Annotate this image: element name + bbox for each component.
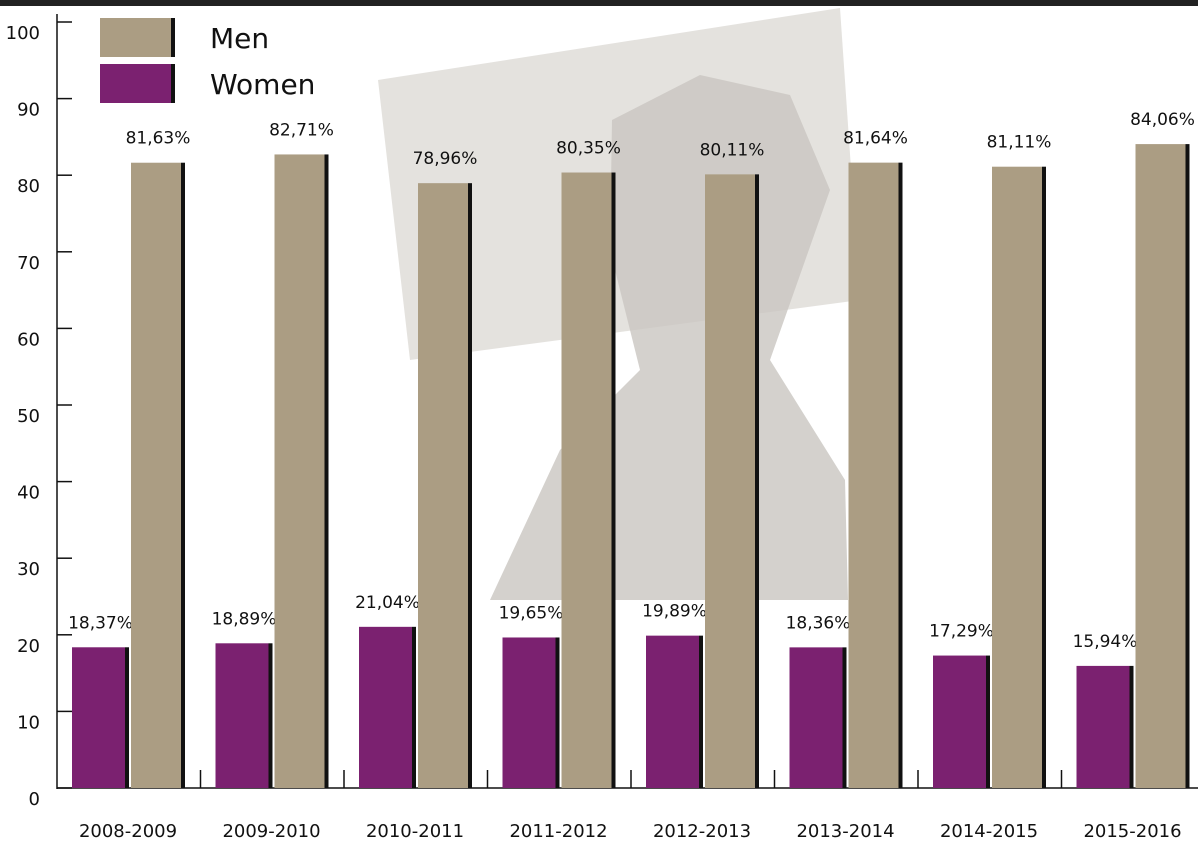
value-label: 78,96% <box>413 149 478 169</box>
value-label: 81,64% <box>843 129 908 149</box>
bar <box>705 174 755 788</box>
bar <box>992 167 1042 788</box>
top-border <box>0 0 1198 6</box>
bar-shadow <box>843 647 847 788</box>
bar-shadow <box>612 173 616 788</box>
legend-label: Women <box>210 68 315 101</box>
value-label: 80,35% <box>556 139 621 159</box>
y-tick-label: 100 <box>6 23 40 44</box>
x-tick-label: 2011-2012 <box>509 821 607 842</box>
value-label: 81,63% <box>126 129 191 149</box>
bar-shadow <box>269 643 273 788</box>
x-tick-label: 2008-2009 <box>79 821 177 842</box>
value-label: 18,36% <box>786 613 851 633</box>
bar <box>1077 666 1130 788</box>
value-label: 19,89% <box>642 602 707 622</box>
legend-label: Men <box>210 22 269 55</box>
bar <box>646 636 699 788</box>
bar-shadow <box>325 154 329 788</box>
x-tick-label: 2012-2013 <box>653 821 751 842</box>
bar-shadow <box>755 174 759 788</box>
y-tick-label: 50 <box>17 406 40 427</box>
bar-shadow <box>468 183 472 788</box>
bar <box>359 627 412 788</box>
y-tick-label: 0 <box>29 789 40 810</box>
bar <box>216 643 269 788</box>
bar <box>790 647 843 788</box>
y-tick-label: 90 <box>17 100 40 121</box>
bar <box>275 154 325 788</box>
value-label: 21,04% <box>355 593 420 613</box>
bar <box>1136 144 1186 788</box>
value-label: 17,29% <box>929 622 994 642</box>
bar <box>131 163 181 788</box>
value-label: 19,65% <box>499 603 564 623</box>
y-tick-label: 80 <box>17 176 40 197</box>
bar-shadow <box>412 627 416 788</box>
value-label: 82,71% <box>269 120 334 140</box>
bar-shadow <box>125 647 129 788</box>
y-tick-label: 20 <box>17 636 40 657</box>
value-label: 81,11% <box>987 133 1052 153</box>
x-tick-label: 2015-2016 <box>1083 821 1181 842</box>
value-label: 84,06% <box>1130 110 1195 130</box>
y-tick-label: 10 <box>17 712 40 733</box>
legend-swatch <box>100 64 171 103</box>
x-tick-label: 2010-2011 <box>366 821 464 842</box>
bar <box>562 173 612 788</box>
y-tick-label: 30 <box>17 559 40 580</box>
bar <box>418 183 468 788</box>
value-label: 18,37% <box>68 613 133 633</box>
y-tick-label: 40 <box>17 483 40 504</box>
chart: 0 10 20 30 40 50 60 70 80 90 100 2008-2009 2009-2010… <box>0 0 1198 843</box>
y-tick-label: 70 <box>17 253 40 274</box>
x-tick-label: 2013-2014 <box>796 821 894 842</box>
y-tick-label: 60 <box>17 329 40 350</box>
value-label: 18,89% <box>212 609 277 629</box>
bar-shadow <box>1186 144 1190 788</box>
value-label: 80,11% <box>700 140 765 160</box>
bar <box>503 637 556 788</box>
bar-shadow <box>899 163 903 788</box>
legend-swatch <box>100 18 171 57</box>
x-tick-label: 2014-2015 <box>940 821 1038 842</box>
bar-shadow <box>556 637 560 788</box>
bar-shadow <box>699 636 703 788</box>
bar-shadow <box>1130 666 1134 788</box>
bar-shadow <box>1042 167 1046 788</box>
bar-shadow <box>986 656 990 788</box>
x-tick-label: 2009-2010 <box>222 821 320 842</box>
bar-shadow <box>181 163 185 788</box>
value-label: 15,94% <box>1073 632 1138 652</box>
bar <box>72 647 125 788</box>
bar <box>933 656 986 788</box>
bar <box>849 163 899 788</box>
